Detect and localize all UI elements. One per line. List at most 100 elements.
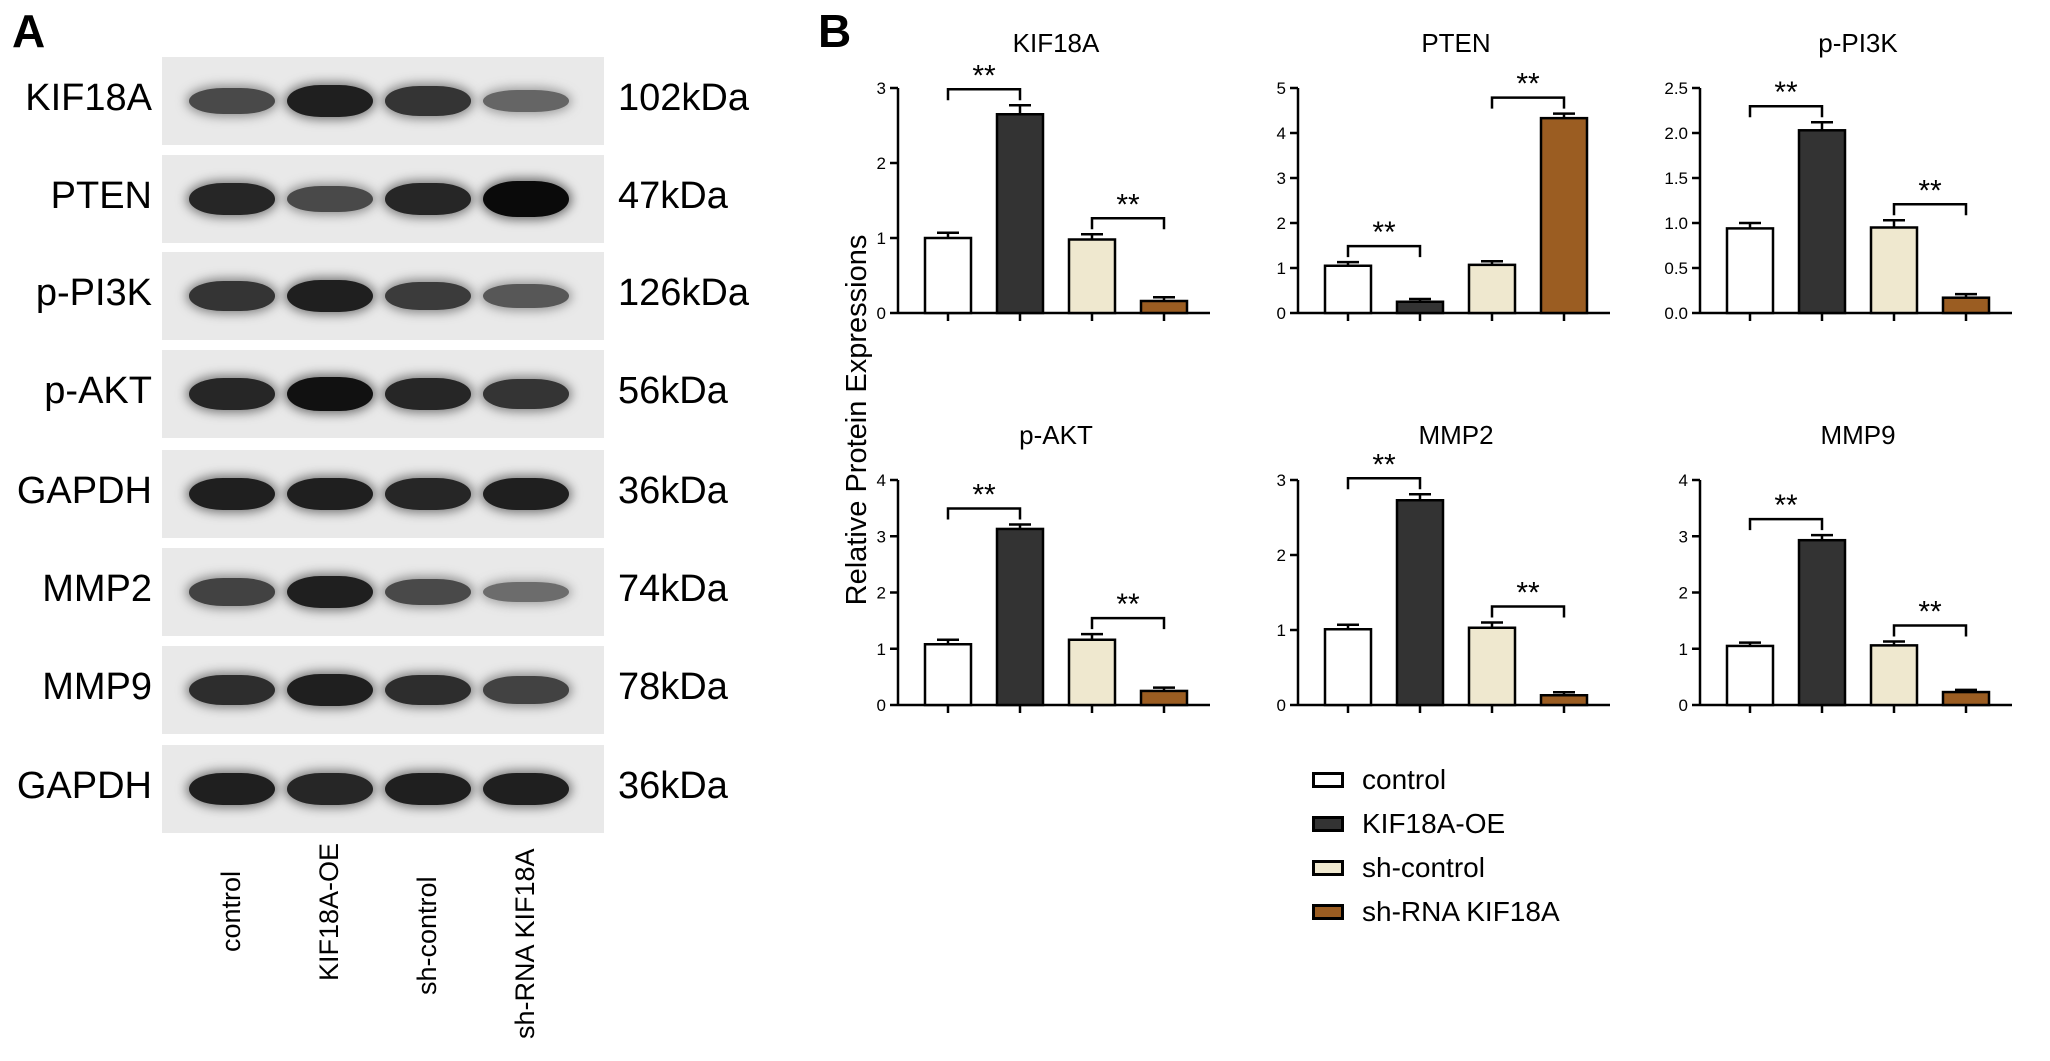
bar bbox=[923, 236, 973, 315]
blot-protein-label: GAPDH bbox=[16, 470, 152, 512]
blot-protein-label: GAPDH bbox=[16, 765, 152, 807]
legend-swatch-sh-rna-kif18a bbox=[1312, 904, 1344, 920]
blot-size-label: 74kDa bbox=[618, 568, 728, 610]
y-tick-label: 2 bbox=[877, 154, 886, 173]
blot-band bbox=[189, 578, 275, 606]
y-tick-label: 1 bbox=[1277, 259, 1286, 278]
blot-strip bbox=[162, 745, 604, 833]
blot-band bbox=[385, 772, 471, 806]
blot-band bbox=[385, 281, 471, 311]
bar bbox=[1797, 129, 1847, 315]
blot-band bbox=[287, 84, 373, 118]
blot-protein-label: PTEN bbox=[50, 175, 152, 217]
bar bbox=[1067, 638, 1117, 707]
blot-band bbox=[483, 477, 569, 511]
chart-title: p-PI3K bbox=[1818, 28, 1898, 58]
significance-bracket bbox=[946, 88, 1022, 101]
blot-band bbox=[189, 87, 275, 115]
blot-protein-label: KIF18A bbox=[25, 77, 152, 119]
blot-strip bbox=[162, 350, 604, 438]
blot-strip bbox=[162, 548, 604, 636]
significance-label: ** bbox=[1116, 188, 1140, 221]
blot-strip bbox=[162, 57, 604, 145]
blot-band bbox=[287, 673, 373, 707]
significance-label: ** bbox=[1774, 489, 1798, 522]
blot-band bbox=[189, 674, 275, 706]
legend-item-sh-control: sh-control bbox=[1312, 846, 1560, 890]
blot-band bbox=[483, 676, 569, 704]
significance-label: ** bbox=[1116, 588, 1140, 621]
significance-label: ** bbox=[972, 59, 996, 92]
legend-swatch-kif18a-oe bbox=[1312, 816, 1344, 832]
blot-protein-label: p-AKT bbox=[44, 370, 152, 412]
significance-bracket bbox=[946, 507, 1022, 520]
significance-label: ** bbox=[1918, 595, 1942, 628]
y-tick-label: 0 bbox=[1277, 696, 1286, 715]
y-tick-label: 1 bbox=[1277, 621, 1286, 640]
y-tick-label: 4 bbox=[1277, 124, 1286, 143]
blot-band bbox=[385, 183, 471, 215]
bar bbox=[1323, 264, 1373, 315]
chart-title: p-AKT bbox=[1019, 420, 1093, 450]
bar bbox=[1797, 538, 1847, 707]
significance-label: ** bbox=[1774, 76, 1798, 109]
significance-bracket bbox=[1346, 244, 1422, 258]
significance-bracket bbox=[1090, 616, 1166, 630]
legend-label: sh-RNA KIF18A bbox=[1362, 896, 1560, 927]
blot-band bbox=[385, 578, 471, 606]
y-axis-label: Relative Protein Expressions bbox=[841, 235, 873, 606]
y-tick-label: 2 bbox=[1679, 584, 1688, 603]
bar bbox=[1869, 226, 1919, 315]
blot-protein-label: MMP2 bbox=[42, 568, 152, 610]
significance-label: ** bbox=[1372, 216, 1396, 249]
bar bbox=[1725, 644, 1775, 707]
blot-size-label: 36kDa bbox=[618, 765, 728, 807]
y-tick-label: 3 bbox=[877, 79, 886, 98]
significance-label: ** bbox=[1516, 577, 1540, 610]
bar bbox=[1725, 227, 1775, 315]
legend: control KIF18A-OE sh-control sh-RNA KIF1… bbox=[1312, 758, 1560, 934]
blot-band bbox=[483, 90, 569, 112]
blot-size-label: 102kDa bbox=[618, 77, 749, 119]
y-tick-label: 0.0 bbox=[1664, 304, 1688, 323]
blot-strip bbox=[162, 646, 604, 734]
significance-bracket bbox=[1090, 217, 1166, 230]
bar bbox=[1941, 690, 1991, 707]
bar bbox=[1869, 644, 1919, 707]
blot-protein-label: MMP9 bbox=[42, 666, 152, 708]
blot-band bbox=[189, 772, 275, 806]
blot-band bbox=[483, 181, 569, 217]
y-tick-label: 3 bbox=[1277, 471, 1286, 490]
y-tick-label: 0 bbox=[1679, 696, 1688, 715]
significance-label: ** bbox=[972, 478, 996, 511]
y-tick-label: 2.0 bbox=[1664, 124, 1688, 143]
blot-band bbox=[287, 279, 373, 313]
y-tick-label: 3 bbox=[1277, 169, 1286, 188]
blot-band bbox=[189, 477, 275, 511]
y-tick-label: 3 bbox=[877, 527, 886, 546]
blot-band bbox=[189, 378, 275, 410]
bar bbox=[1539, 116, 1589, 315]
blot-size-label: 36kDa bbox=[618, 470, 728, 512]
blot-strip bbox=[162, 252, 604, 340]
significance-bracket bbox=[1490, 96, 1566, 109]
y-tick-label: 0 bbox=[877, 696, 886, 715]
bar bbox=[1467, 263, 1517, 315]
blot-band bbox=[483, 284, 569, 308]
bar bbox=[1395, 499, 1445, 707]
panel-a-letter: A bbox=[12, 5, 46, 57]
blot-band bbox=[287, 773, 373, 805]
chart-title: KIF18A bbox=[1013, 28, 1100, 58]
blot-band bbox=[287, 376, 373, 412]
bar bbox=[1139, 299, 1189, 315]
y-tick-label: 1 bbox=[877, 229, 886, 248]
blot-band bbox=[189, 183, 275, 215]
blot-size-label: 56kDa bbox=[618, 370, 728, 412]
legend-item-sh-rna-kif18a: sh-RNA KIF18A bbox=[1312, 890, 1560, 934]
y-tick-label: 1.0 bbox=[1664, 214, 1688, 233]
blot-band bbox=[385, 674, 471, 706]
legend-swatch-sh-control bbox=[1312, 860, 1344, 876]
panel-b-letter: B bbox=[818, 5, 852, 57]
blot-band bbox=[483, 581, 569, 603]
blot-strip bbox=[162, 450, 604, 538]
